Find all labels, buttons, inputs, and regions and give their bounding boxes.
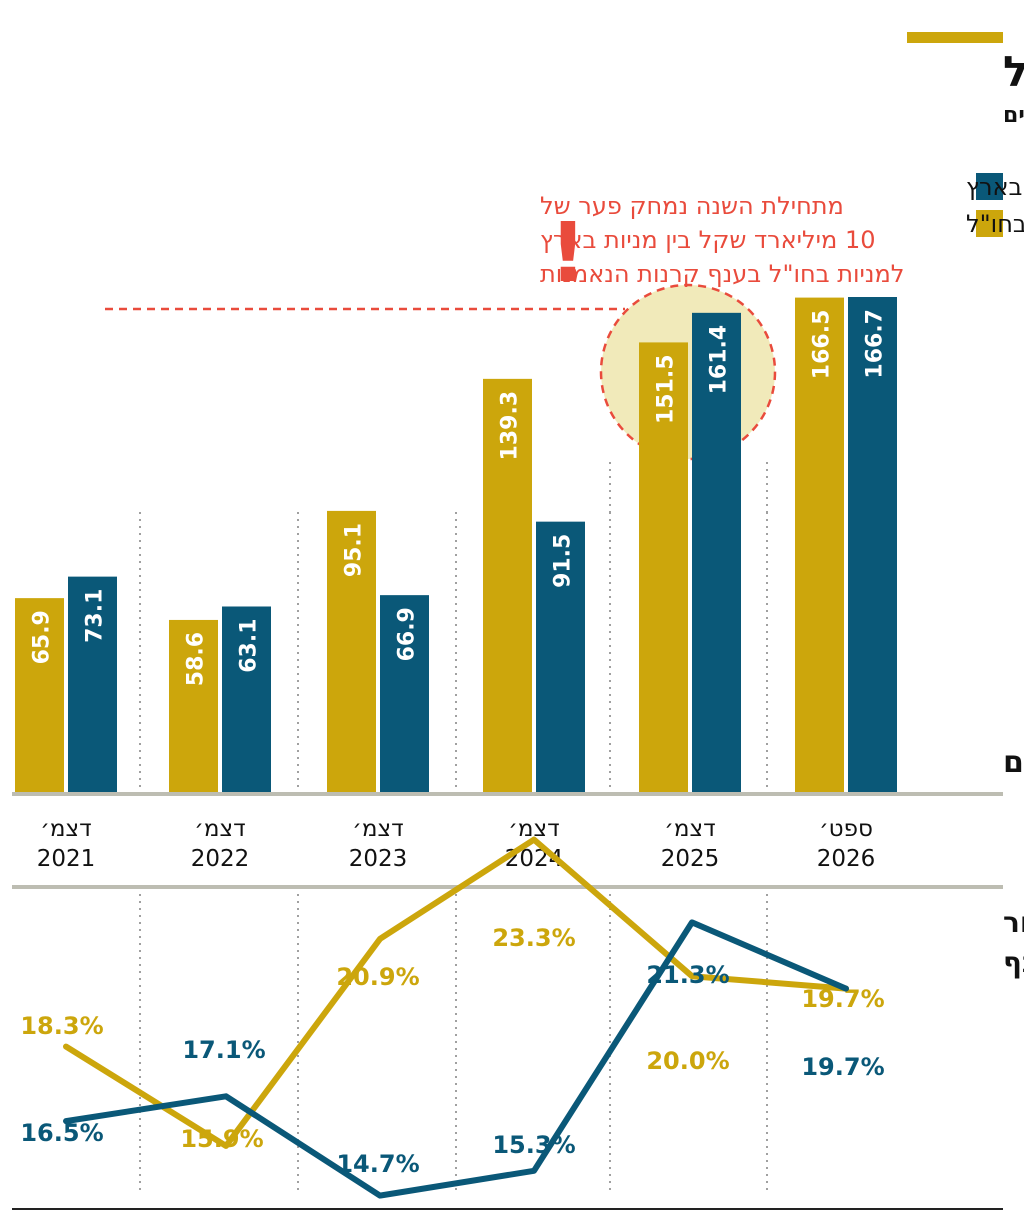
line-label: שיעור	[1003, 906, 1024, 939]
bar-value-label: 151.5	[654, 354, 679, 424]
x-tick-label: 2025	[661, 846, 720, 872]
bar-value-label: 161.4	[707, 325, 732, 395]
accent-bar	[907, 32, 1003, 43]
bars-label: נכסים	[1003, 745, 1024, 780]
legend-label: מניות בארץ	[966, 173, 1024, 201]
x-tick-label: ספט׳	[819, 816, 873, 842]
line-value-label: 20.0%	[646, 1047, 729, 1075]
bar-domestic	[536, 521, 585, 795]
line-value-label: 23.3%	[492, 924, 575, 952]
axes: דצמ׳2021דצמ׳2022דצמ׳2023דצמ׳2024דצמ׳2025…	[12, 745, 1024, 1210]
bar-foreign	[639, 342, 688, 795]
legend-label: מניות בחו"ל	[966, 210, 1024, 238]
bar-value-label: 65.9	[30, 610, 55, 664]
line-series: 18.3% 15.9% 20.9% 23.3% 20.0% 19.7% 16.5% 17.1%…	[20, 836, 885, 1199]
line-value-label: 15.3%	[492, 1131, 575, 1159]
chart-title: המשקיעים מקטינים חשיפה לישראל	[1003, 47, 1024, 96]
bar-domestic	[68, 576, 117, 795]
x-tick-label: 2026	[817, 846, 876, 872]
line-value-label: 19.7%	[801, 1053, 884, 1081]
line-value-label: 21.3%	[646, 961, 729, 989]
bar-foreign	[795, 297, 844, 795]
annotation-line: למניות בחו"ל בענף קרנות הנאמנות	[540, 260, 904, 288]
line-domestic	[63, 919, 849, 1199]
line-foreign	[63, 836, 849, 1149]
line-value-label: 14.7%	[336, 1150, 419, 1178]
bar-value-label: 139.3	[498, 391, 523, 461]
bar-value-label: 58.6	[184, 632, 209, 686]
line-value-label: 16.5%	[20, 1119, 103, 1147]
bar-foreign	[169, 619, 218, 795]
bar-value-label: 73.1	[83, 589, 108, 643]
bar-value-label: 63.1	[237, 618, 262, 672]
bar-value-label: 91.5	[551, 534, 576, 588]
line-value-label: 15.9%	[180, 1125, 263, 1153]
bar-value-label: 166.7	[863, 309, 888, 379]
line-value-label: 20.9%	[336, 963, 419, 991]
bar-foreign	[15, 598, 64, 795]
bottom-rule	[12, 1208, 1003, 1210]
bar-domestic	[848, 297, 897, 795]
x-tick-label: דצמ׳	[664, 816, 715, 842]
annotation: מתחילת השנה נמחק פער של 10 מיליארד שקל בי…	[105, 192, 904, 311]
x-tick-label: 2021	[37, 846, 96, 872]
line-value-label: 18.3%	[20, 1012, 103, 1040]
legend-swatch	[976, 173, 1003, 200]
line-label: מהענף	[1003, 946, 1024, 979]
bar-domestic	[222, 606, 271, 795]
annotation-line: 10 מיליארד שקל בין מניות בארץ	[540, 226, 876, 254]
bar-foreign	[483, 378, 532, 795]
bar-domestic	[692, 312, 741, 795]
annotation-line: מתחילת השנה נמחק פער של	[540, 192, 844, 220]
line-axis-line	[12, 885, 1003, 889]
legend: מניות בארץ מניות בחו"ל	[966, 173, 1024, 238]
bar-axis-line	[12, 792, 1003, 796]
x-tick-label: 2023	[349, 846, 408, 872]
bar-value-label: 95.1	[342, 523, 367, 577]
bar-domestic	[380, 595, 429, 795]
alert-mark: !	[549, 206, 586, 301]
x-tick-label: דצמ׳	[352, 816, 403, 842]
x-tick-label: דצמ׳	[40, 816, 91, 842]
x-tick-label: דצמ׳	[194, 816, 245, 842]
bar-series: 65.9 58.6 95.1 139.3 151.5 166.5 73.1 63.1 66.9 9…	[15, 297, 897, 795]
legend-swatch	[976, 210, 1003, 237]
chart-subtitle: היקף נכסים בענף קרנות הנאמנות, במיליארדי…	[1003, 103, 1024, 128]
line-value-label: 17.1%	[182, 1036, 265, 1064]
bar-value-label: 66.9	[395, 607, 420, 661]
bar-foreign	[327, 510, 376, 795]
x-tick-label: 2022	[191, 846, 250, 872]
bar-value-label: 166.5	[810, 310, 835, 380]
